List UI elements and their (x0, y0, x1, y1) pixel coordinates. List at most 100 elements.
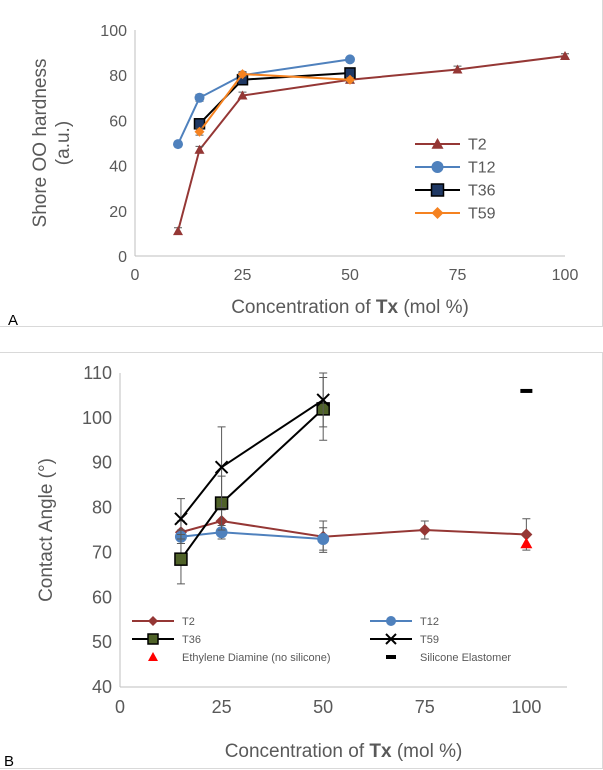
legend-entry: T12 (415, 160, 496, 177)
legend-marker (431, 161, 444, 173)
legend-label: T59 (420, 634, 439, 646)
y-tick-label: 20 (109, 204, 127, 221)
legend-marker (147, 633, 159, 645)
legend-entry: Ethylene Diamine (no silicone) (148, 652, 331, 664)
data-point (345, 54, 355, 65)
x-axis-title: Concentration of Tx (mol %) (225, 741, 463, 762)
data-point (317, 532, 330, 545)
data-point (194, 144, 205, 154)
series-t36 (174, 376, 330, 585)
data-point (214, 460, 229, 474)
y-tick-label: 100 (82, 408, 112, 428)
series-line (180, 399, 324, 520)
y-tick-label: 50 (92, 632, 112, 652)
data-point (173, 226, 183, 236)
data-point (194, 126, 205, 137)
data-point (418, 524, 431, 536)
legend-label: T36 (182, 634, 201, 646)
x-tick-label: 100 (511, 697, 541, 717)
series-t59 (174, 372, 330, 540)
y-tick-label: 40 (92, 677, 112, 697)
legend-entry: T36 (415, 183, 496, 200)
y-tick-label: 80 (92, 498, 112, 518)
y-tick-label: 40 (109, 159, 127, 176)
legend-label: T2 (182, 616, 195, 628)
data-point (215, 526, 228, 539)
legend-entry: Silicone Elastomer (386, 652, 511, 664)
x-axis-title: Concentration of Tx (mol %) (231, 297, 469, 318)
legend-entry: T2 (132, 616, 195, 628)
series-t36 (193, 67, 356, 130)
legend-label: Ethylene Diamine (no silicone) (182, 652, 331, 664)
x-tick-label: 0 (115, 697, 125, 717)
y-tick-label: 60 (109, 113, 127, 130)
legend-entry: T2 (415, 137, 487, 154)
data-point (520, 537, 533, 549)
x-tick-label: 50 (313, 697, 333, 717)
legend-marker (386, 616, 396, 626)
data-point (194, 92, 205, 103)
data-point (316, 393, 330, 407)
series-t2 (173, 50, 570, 236)
series-t59 (194, 69, 355, 137)
x-tick-label: 25 (212, 697, 232, 717)
series-t2 (174, 509, 533, 553)
legend-entry: T59 (370, 633, 439, 646)
x-tick-label: 75 (415, 697, 435, 717)
data-point (237, 69, 248, 80)
legend-marker (148, 616, 158, 626)
legend-label: T36 (468, 183, 496, 200)
data-point (174, 512, 188, 526)
y-tick-label: 80 (109, 68, 127, 85)
legend-label: T12 (420, 616, 439, 628)
legend-label: T2 (468, 137, 487, 154)
series-silicone-elastomer (520, 388, 533, 393)
y-tick-label: 110 (83, 363, 112, 383)
series-line (180, 520, 527, 538)
data-point (560, 50, 570, 60)
x-tick-label: 50 (341, 267, 359, 284)
data-point (520, 528, 533, 541)
y-tick-label: 60 (92, 587, 112, 607)
y-axis-title: Contact Angle (°) (36, 458, 57, 602)
legend-marker (148, 652, 158, 661)
x-tick-label: 0 (131, 267, 140, 284)
y-tick-label: 70 (92, 542, 112, 562)
y-tick-label: 0 (118, 249, 127, 266)
y-axis-title: (a.u.) (53, 121, 74, 165)
legend-entry: T59 (415, 206, 496, 223)
legend-marker (430, 183, 445, 197)
data-point (452, 64, 463, 74)
data-point (237, 90, 248, 100)
legend-marker (386, 655, 396, 659)
panel-label-b: B (4, 753, 15, 770)
legend-label: T59 (468, 206, 496, 223)
legend-marker (385, 633, 397, 645)
y-tick-label: 90 (92, 453, 112, 473)
hardness-chart: 0 20 40 60 80 100 0 25 50 75 100 Concentration of T… (30, 23, 579, 318)
chart-panel-a: 0 20 40 60 80 100 0 25 50 75 100 Concentration of T… (0, 0, 603, 329)
series-t12 (174, 525, 330, 551)
series-line (177, 54, 566, 232)
legend-label: Silicone Elastomer (420, 652, 511, 664)
chart-panel-b: 40 50 60 70 80 90 100 110 0 25 50 75 100 Concentratio… (0, 352, 603, 770)
series-line (198, 71, 351, 125)
data-point (174, 552, 188, 566)
panel-label-a: A (8, 312, 19, 329)
y-axis-title: Shore OO hardness (30, 59, 51, 228)
y-tick-label: 100 (100, 23, 127, 40)
data-point (345, 74, 355, 85)
legend-marker (431, 207, 444, 219)
legend-label: T12 (468, 160, 496, 177)
x-tick-label: 100 (552, 267, 579, 284)
legend-entry: T12 (370, 616, 439, 628)
data-point (520, 388, 533, 393)
x-tick-label: 25 (234, 267, 252, 284)
x-tick-label: 75 (449, 267, 467, 284)
legend-marker (431, 138, 444, 149)
series-ethylene-diamine-no-silicone- (520, 537, 533, 549)
series-line (177, 58, 351, 145)
legend-entry: T36 (132, 633, 201, 646)
contact-angle-chart: 40 50 60 70 80 90 100 110 0 25 50 75 100 Concentratio… (36, 363, 567, 762)
data-point (173, 139, 183, 150)
